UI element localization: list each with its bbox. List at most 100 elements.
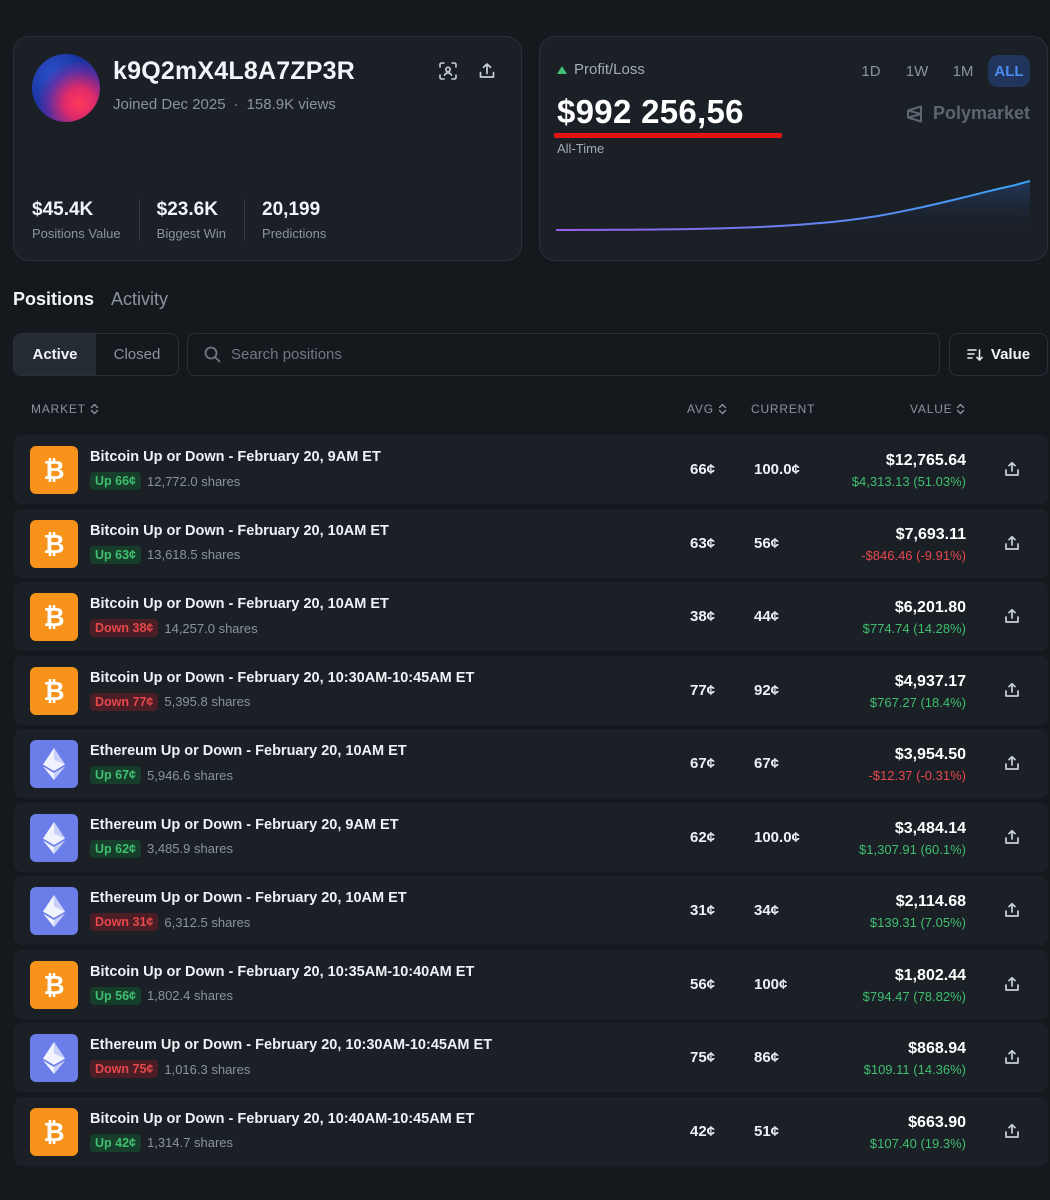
range-all[interactable]: ALL [988,55,1030,87]
column-header-avg[interactable]: AVG [687,402,727,416]
market-title[interactable]: Bitcoin Up or Down - February 20, 10:40A… [90,1110,475,1127]
position-meta: Up 66¢ 12,772.0 shares [90,472,240,490]
triangle-up-icon [557,65,567,74]
position-row[interactable]: Ethereum Up or Down - February 20, 10AM … [14,729,1048,798]
market-title[interactable]: Ethereum Up or Down - February 20, 9AM E… [90,816,399,833]
avg-price: 56¢ [690,975,716,993]
share-count: 5,946.6 shares [147,767,234,783]
outcome-badge: Up 56¢ [90,986,141,1005]
current-price: 100.0¢ [754,461,800,478]
column-header-value[interactable]: VALUE [910,402,965,416]
content-tabs: Positions Activity [13,289,168,310]
position-value: $2,114.68 [895,893,966,910]
share-icon [1005,682,1019,697]
position-meta: Up 62¢ 3,485.9 shares [90,839,233,858]
coin-logo: ₿ [30,666,78,715]
share-icon [479,63,495,78]
share-count: 12,772.0 shares [147,473,241,489]
position-value: $12,765.64 [885,452,966,469]
range-1d[interactable]: 1D [861,62,881,80]
range-1m[interactable]: 1M [952,62,974,80]
share-position-button[interactable] [1002,753,1022,773]
share-position-button[interactable] [1002,827,1022,847]
closed-filter-button[interactable]: Closed [113,346,161,363]
position-row[interactable]: ₿ Bitcoin Up or Down - February 20, 10AM… [14,508,1048,578]
polymarket-logo-icon [906,105,922,122]
position-pnl: $139.31 (7.05%) [869,915,966,930]
share-position-button[interactable] [1002,606,1022,626]
share-count: 6,312.5 shares [164,914,251,930]
ethereum-icon [43,895,65,927]
range-1w[interactable]: 1W [905,62,929,80]
share-count: 5,395.8 shares [164,694,251,709]
outcome-badge: Up 67¢ [90,766,141,784]
search-icon [204,346,221,363]
position-pnl: $109.11 (14.36%) [863,1062,966,1077]
share-position-button[interactable] [1002,680,1022,700]
position-value: $7,693.11 [895,525,966,543]
search-input[interactable] [231,346,911,363]
avg-price: 62¢ [690,828,716,846]
position-row[interactable]: ₿ Bitcoin Up or Down - February 20, 10:4… [14,1096,1048,1166]
share-position-button[interactable] [1002,1121,1022,1141]
column-header-market[interactable]: MARKET [31,402,99,416]
position-row[interactable]: ₿ Bitcoin Up or Down - February 20, 10:3… [14,949,1048,1019]
avg-price: 38¢ [690,608,716,625]
pnl-sparkline [556,180,1030,237]
share-position-button[interactable] [1002,1047,1022,1067]
position-row[interactable]: Ethereum Up or Down - February 20, 10AM … [14,876,1048,945]
share-icon [1005,1123,1019,1138]
market-title[interactable]: Bitcoin Up or Down - February 20, 10:30A… [90,669,475,686]
avg-price: 67¢ [690,755,716,772]
active-filter-button[interactable]: Active [14,334,96,375]
share-count: 13,618.5 shares [147,547,241,562]
stat-predictions: 20,199 Predictions [262,199,344,241]
position-pnl: $794.47 (78.82%) [862,988,966,1004]
position-meta: Up 63¢ 13,618.5 shares [90,545,241,564]
market-title[interactable]: Ethereum Up or Down - February 20, 10:30… [90,1037,493,1053]
share-icon [1005,976,1019,991]
share-position-button[interactable] [1002,533,1022,553]
tab-positions[interactable]: Positions [13,289,95,309]
qr-scan-button[interactable] [436,59,460,83]
username: k9Q2mX4L8A7ZP3R [113,57,356,85]
share-position-button[interactable] [1002,900,1022,920]
coin-logo: ₿ [30,960,78,1009]
market-title[interactable]: Bitcoin Up or Down - February 20, 10:35A… [90,963,475,980]
tab-activity[interactable]: Activity [111,289,169,309]
share-profile-button[interactable] [475,59,499,83]
sort-button[interactable]: Value [949,333,1048,376]
profit-loss-card: Profit/Loss $992 256,56 All-Time 1D 1W 1… [539,36,1048,261]
bitcoin-icon: ₿ [43,456,64,485]
position-row[interactable]: Ethereum Up or Down - February 20, 10:30… [14,1023,1048,1092]
pnl-label: Profit/Loss [557,61,645,78]
position-row[interactable]: Ethereum Up or Down - February 20, 9AM E… [14,802,1048,872]
current-price: 51¢ [754,1122,780,1140]
coin-logo [30,887,78,935]
market-title[interactable]: Bitcoin Up or Down - February 20, 10AM E… [90,522,389,539]
svg-text:₿: ₿ [43,1118,64,1147]
position-pnl: $4,313.13 (51.03%) [851,474,966,489]
position-pnl: $767.27 (18.4%) [869,694,966,710]
outcome-badge: Up 63¢ [90,545,141,564]
profile-meta: Joined Dec 2025 · 158.9K views [113,96,336,113]
stat-positions-value: $45.4K Positions Value [32,199,140,241]
share-icon [1005,1049,1019,1064]
market-title[interactable]: Ethereum Up or Down - February 20, 10AM … [90,890,407,906]
sort-toggle-icon [957,403,965,415]
position-row[interactable]: ₿ Bitcoin Up or Down - February 20, 9AM … [14,435,1048,504]
avg-price: 75¢ [690,1049,716,1066]
share-icon [1005,829,1019,844]
position-row[interactable]: ₿ Bitcoin Up or Down - February 20, 10:3… [14,655,1048,725]
share-position-button[interactable] [1002,459,1022,479]
bitcoin-icon: ₿ [43,971,64,1000]
market-title[interactable]: Bitcoin Up or Down - February 20, 10AM E… [90,596,389,612]
coin-logo: ₿ [30,593,78,641]
position-row[interactable]: ₿ Bitcoin Up or Down - February 20, 10AM… [14,582,1048,651]
svg-text:₿: ₿ [43,456,64,485]
market-title[interactable]: Ethereum Up or Down - February 20, 10AM … [90,743,407,759]
current-price: 100.0¢ [754,828,800,846]
sparkline-area [556,181,1030,237]
market-title[interactable]: Bitcoin Up or Down - February 20, 9AM ET [90,449,381,465]
share-position-button[interactable] [1002,974,1022,994]
